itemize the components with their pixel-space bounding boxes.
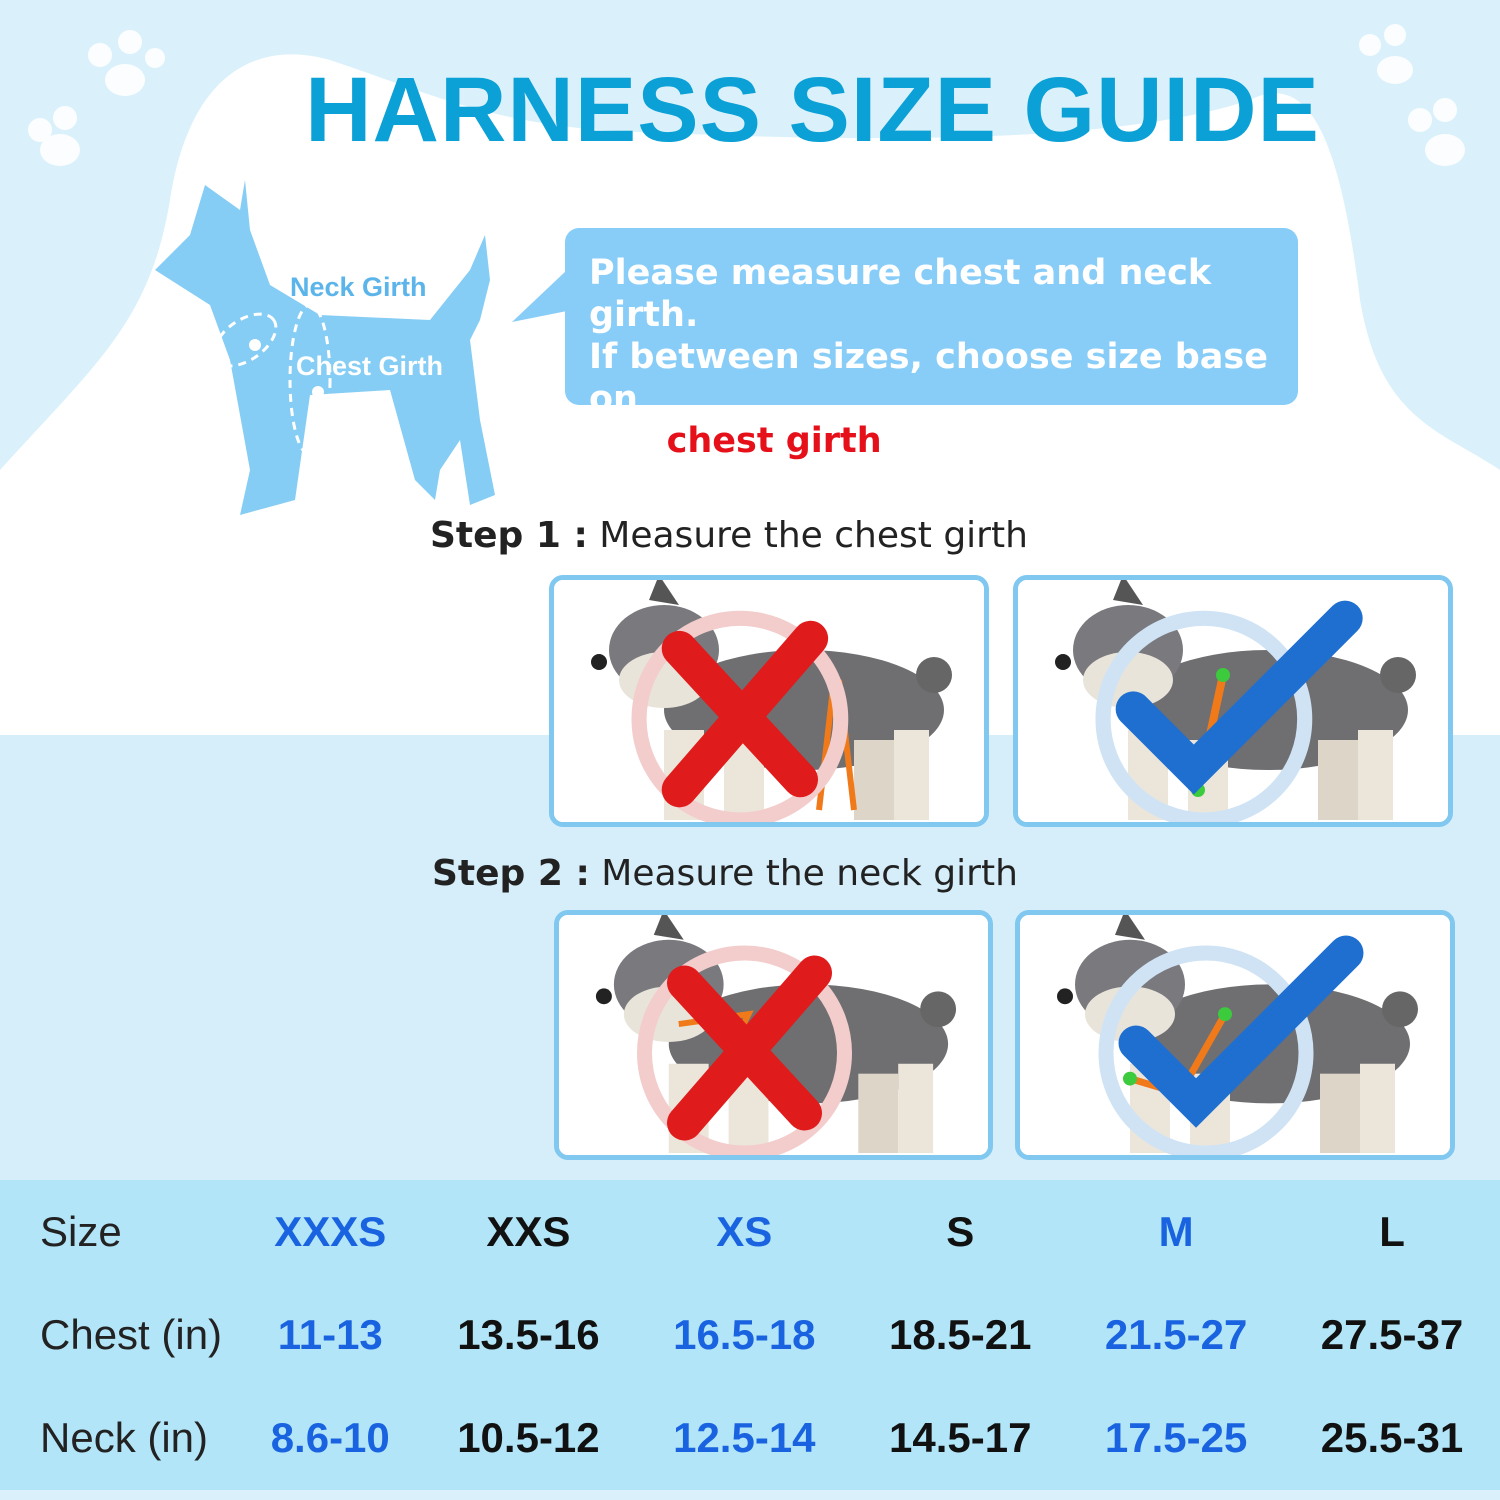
row-label: Neck (in) [40,1414,209,1462]
step-1-label: Step 1 : [430,515,588,556]
table-row: Neck (in) 8.6-10 10.5-12 12.5-14 14.5-17… [0,1387,1500,1490]
row-label: Chest (in) [40,1310,223,1358]
neck-cell: 12.5-14 [673,1414,816,1462]
instruction-line-1: Please measure chest and neck girth. [589,253,1212,335]
instruction-highlight: chest girth [666,421,882,461]
instruction-line-3: the [589,421,667,461]
chest-girth-label: Chest Girth [296,351,443,381]
instruction-line-2: If between sizes, choose size base on [589,337,1268,419]
photo-chest-right [1013,575,1453,827]
neck-cell: 25.5-31 [1320,1414,1464,1462]
neck-girth-label: Neck Girth [290,272,427,302]
size-cell: XS [716,1207,773,1255]
red-x-icon [631,610,849,822]
neck-cell: 8.6-10 [270,1414,390,1462]
table-row: Size XXXS XXS XS S M L [0,1180,1500,1283]
instruction-suffix: . [881,421,895,461]
neck-cell: 17.5-25 [1104,1414,1248,1462]
size-cell: S [946,1207,975,1255]
size-chart-table: Size XXXS XXS XS S M L Chest (in) 11-13 … [0,1180,1500,1490]
chest-cell: 13.5-16 [457,1310,600,1358]
size-cell: M [1158,1207,1194,1255]
measure-point [1216,668,1230,682]
chest-cell: 21.5-27 [1104,1310,1248,1358]
photo-neck-right [1015,910,1455,1160]
photo-chest-wrong [549,575,989,827]
blue-check-icon [1098,935,1364,1155]
neck-cell: 14.5-17 [888,1414,1032,1462]
measure-point [1218,1007,1232,1022]
speech-bubble-tail [512,270,572,322]
measure-point [1123,1071,1137,1086]
step-2-text: Measure the neck girth [589,853,1018,894]
instruction-bubble: Please measure chest and neck girth. If … [565,228,1298,461]
red-x-icon [637,945,852,1155]
step-1-heading: Step 1 : Measure the chest girth [430,515,1028,556]
size-cell: L [1379,1207,1405,1255]
step-1-text: Measure the chest girth [587,515,1028,556]
photo-neck-wrong [554,910,993,1160]
neck-cell: 10.5-12 [457,1414,600,1462]
chest-cell: 27.5-37 [1320,1310,1464,1358]
table-row: Chest (in) 11-13 13.5-16 16.5-18 18.5-21… [0,1283,1500,1386]
dog-silhouette-diagram: Neck Girth Chest Girth [155,180,495,515]
step-2-label: Step 2 : [432,853,590,894]
page-title: HARNESS SIZE GUIDE [305,59,1320,161]
row-label: Size [40,1207,122,1255]
chest-cell: 16.5-18 [673,1310,816,1358]
size-cell: XXS [486,1207,571,1255]
step-2-heading: Step 2 : Measure the neck girth [432,853,1018,894]
size-cell: XXXS [274,1207,387,1255]
chest-cell: 18.5-21 [888,1310,1032,1358]
blue-check-icon [1095,600,1363,822]
chest-cell: 11-13 [277,1310,383,1358]
